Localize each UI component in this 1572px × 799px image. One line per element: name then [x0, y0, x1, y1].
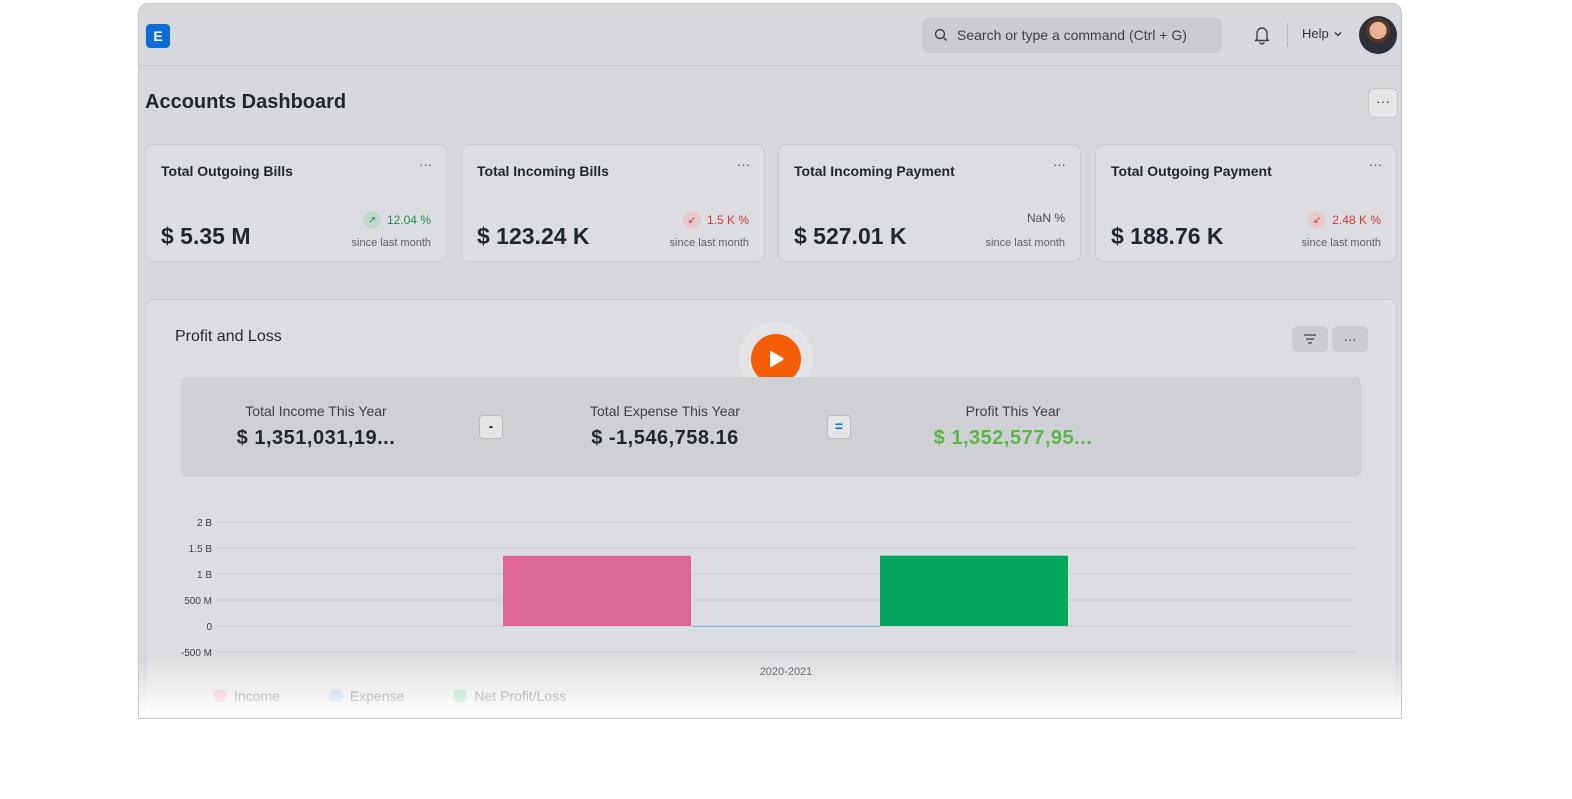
card-value: $ 5.35 M [161, 223, 251, 249]
expense-summary: Total Expense This Year $ -1,546,758.16 [545, 403, 785, 450]
help-label: Help [1302, 26, 1329, 41]
y-tick-label: 1 B [197, 570, 212, 581]
income-summary-label: Total Income This Year [245, 403, 387, 419]
card-total-incoming-bills: Total Incoming Bills ··· $ 123.24 K ↙ 1.… [461, 144, 765, 262]
arrow-up-right-icon: ↗ [362, 211, 381, 229]
card-total-outgoing-bills: Total Outgoing Bills ··· $ 5.35 M ↗ 12.0… [145, 144, 447, 262]
card-menu-button[interactable]: ··· [737, 157, 750, 172]
y-tick-label: 0 [206, 622, 212, 633]
legend-swatch [454, 690, 467, 702]
card-since-label: since last month [1301, 237, 1381, 249]
play-icon [751, 334, 801, 384]
card-trend: ↙ 1.5 K % [682, 211, 749, 229]
profit-summary: Profit This Year $ 1,352,577,95... [893, 403, 1133, 450]
profit-loss-chart: -500 M 0 500 M 1 B 1.5 B 2 B 2020-2021 [181, 518, 1356, 678]
trend-percent: 2.48 K % [1332, 213, 1381, 227]
card-title: Total Incoming Payment [794, 163, 955, 179]
y-tick-label: -500 M [181, 648, 212, 659]
card-title: Total Outgoing Bills [161, 163, 293, 179]
legend-label: Income [234, 688, 280, 704]
card-since-label: since last month [985, 237, 1065, 249]
profit-loss-card: Profit and Loss ··· Total Income This Ye… [145, 299, 1397, 718]
trend-percent: 12.04 % [386, 213, 431, 227]
y-tick-label: 500 M [184, 596, 212, 607]
card-trend: ↙ 2.48 K % [1308, 211, 1381, 229]
help-dropdown[interactable]: Help [1302, 26, 1343, 41]
card-menu-button[interactable]: ··· [1369, 157, 1382, 172]
card-title: Total Incoming Bills [477, 163, 609, 179]
profit-summary-value: $ 1,352,577,95... [933, 427, 1093, 449]
trend-percent: NaN % [1026, 211, 1065, 225]
navbar: E Search or type a command (Ctrl + G) He… [139, 4, 1401, 66]
navbar-divider [1287, 23, 1288, 47]
notification-bell-icon[interactable] [1253, 25, 1271, 45]
chart-legend: Income Expense Net Profit/Loss [214, 688, 566, 704]
page-title: Accounts Dashboard [145, 91, 347, 113]
bar-net-profit-loss [880, 555, 1068, 626]
card-since-label: since last month [669, 237, 749, 249]
profit-loss-summary: Total Income This Year $ 1,351,031,19...… [181, 377, 1361, 477]
bar-income [503, 555, 691, 626]
card-value: $ 527.01 K [794, 223, 907, 249]
legend-item-expense[interactable]: Expense [329, 688, 405, 704]
card-since-label: since last month [351, 237, 431, 249]
page-menu-button[interactable]: ··· [1368, 88, 1398, 118]
y-tick-label: 2 B [197, 518, 212, 529]
card-total-incoming-payment: Total Incoming Payment ··· $ 527.01 K Na… [778, 144, 1081, 262]
card-total-outgoing-payment: Total Outgoing Payment ··· $ 188.76 K ↙ … [1095, 144, 1397, 262]
legend-item-net-profit-loss[interactable]: Net Profit/Loss [454, 688, 566, 704]
legend-item-income[interactable]: Income [214, 688, 280, 704]
income-summary: Total Income This Year $ 1,351,031,19... [196, 403, 436, 450]
x-tick-label: 2020-2021 [760, 666, 813, 678]
bar-expense [692, 626, 880, 627]
legend-swatch [214, 690, 226, 702]
profit-summary-label: Profit This Year [965, 403, 1061, 419]
legend-swatch [329, 690, 342, 702]
search-placeholder: Search or type a command (Ctrl + G) [957, 27, 1187, 43]
income-summary-value: $ 1,351,031,19... [236, 427, 396, 449]
legend-label: Expense [349, 688, 405, 704]
card-title: Total Outgoing Payment [1111, 163, 1272, 179]
card-trend: ↗ 12.04 % [362, 211, 431, 229]
minus-operator: - [479, 415, 503, 439]
filter-icon [1304, 334, 1316, 344]
trend-percent: 1.5 K % [706, 213, 749, 227]
chevron-down-icon [1334, 31, 1342, 36]
expense-summary-value: $ -1,546,758.16 [591, 427, 739, 449]
arrow-down-left-icon: ↙ [682, 211, 701, 229]
legend-label: Net Profit/Loss [474, 688, 567, 704]
card-trend: NaN % [1027, 211, 1065, 225]
search-bar[interactable]: Search or type a command (Ctrl + G) [922, 17, 1222, 53]
card-value: $ 123.24 K [477, 223, 590, 249]
app-logo[interactable]: E [146, 24, 170, 48]
app-window: E Search or type a command (Ctrl + G) He… [138, 3, 1402, 719]
arrow-down-left-icon: ↙ [1308, 211, 1327, 229]
y-tick-label: 1.5 B [189, 544, 213, 555]
card-menu-button[interactable]: ··· [1053, 157, 1066, 172]
profit-loss-title: Profit and Loss [175, 328, 282, 345]
card-value: $ 188.76 K [1111, 223, 1224, 249]
equals-operator: = [827, 415, 851, 439]
chart-menu-button[interactable]: ··· [1332, 326, 1368, 352]
card-menu-button[interactable]: ··· [419, 157, 432, 172]
filter-button[interactable] [1292, 326, 1328, 352]
expense-summary-label: Total Expense This Year [590, 403, 740, 419]
user-avatar[interactable] [1359, 16, 1397, 54]
search-icon [934, 28, 947, 41]
